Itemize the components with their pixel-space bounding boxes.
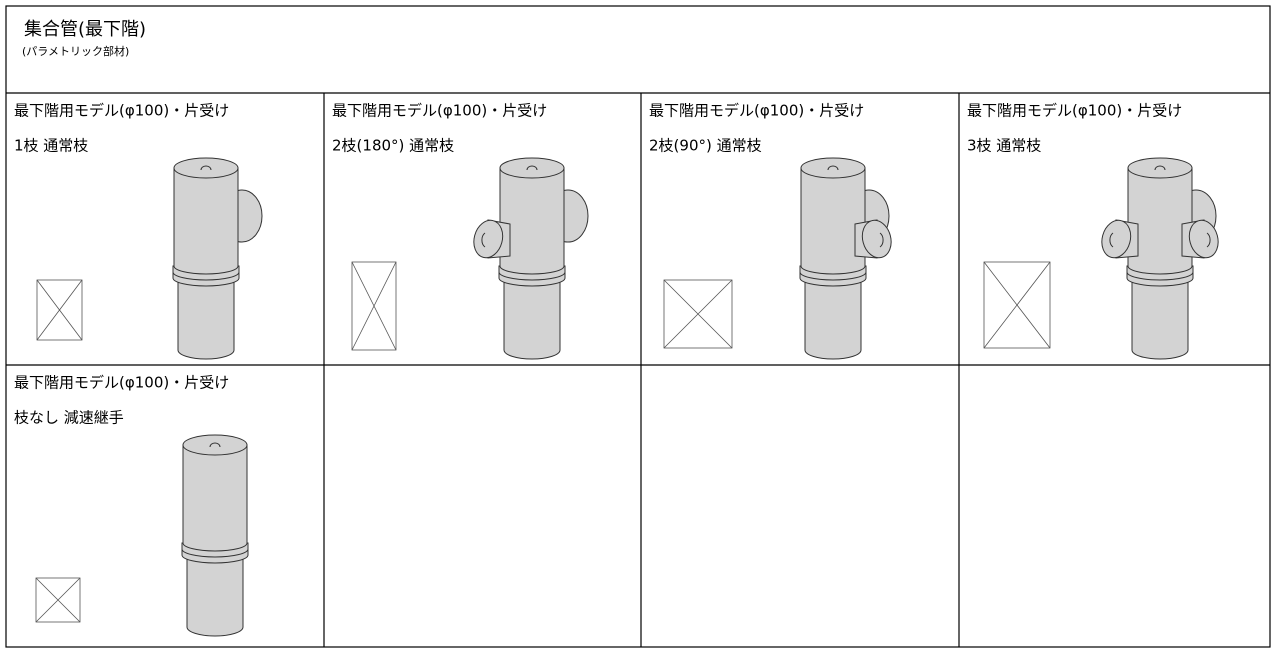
cell: 最下階用モデル(φ100)・片受け 2枝(90°) 通常枝: [649, 102, 892, 360]
branch-cap: [1188, 219, 1219, 259]
cell-label: 2枝(90°) 通常枝: [649, 137, 762, 155]
cell-title: 最下階用モデル(φ100)・片受け: [332, 102, 547, 120]
placeholder-box: [35, 577, 81, 623]
top-mark: [1154, 165, 1166, 171]
socket-band-line: [1126, 271, 1194, 281]
cell-title: 最下階用モデル(φ100)・片受け: [967, 102, 1182, 120]
branch-mark: [481, 232, 486, 248]
pipe-top: [182, 434, 248, 456]
upper-pipe: [1127, 167, 1193, 275]
upper-pipe: [499, 167, 565, 275]
socket-band-line: [498, 271, 566, 281]
top-mark: [209, 442, 221, 448]
cell-label: 2枝(180°) 通常枝: [332, 137, 454, 155]
placeholder-cross: [983, 261, 1051, 349]
pipe-top: [1127, 157, 1193, 179]
lower-pipe: [177, 279, 235, 360]
cell-label: 1枝 通常枝: [14, 137, 88, 155]
cell-title: 最下階用モデル(φ100)・片受け: [14, 374, 229, 392]
branch-mark: [1109, 232, 1114, 248]
placeholder-cross: [35, 577, 81, 623]
cell: 最下階用モデル(φ100)・片受け 3枝 通常枝: [967, 102, 1219, 360]
upper-pipe: [173, 167, 239, 275]
pipe-top: [499, 157, 565, 179]
cell: 最下階用モデル(φ100)・片受け 1枝 通常枝: [14, 102, 263, 360]
placeholder-box: [36, 279, 83, 341]
placeholder-cross: [351, 261, 397, 351]
top-mark: [200, 165, 212, 171]
pipe-top: [800, 157, 866, 179]
pipe-top: [173, 157, 239, 179]
lower-pipe: [503, 279, 561, 360]
lower-pipe: [1131, 279, 1189, 360]
cell-title: 最下階用モデル(φ100)・片受け: [14, 102, 229, 120]
socket-band-line: [172, 271, 240, 281]
branch-cap: [1101, 219, 1132, 259]
top-mark: [827, 165, 839, 171]
placeholder-box: [351, 261, 397, 351]
header-title: 集合管(最下階): [24, 19, 146, 40]
cell-title: 最下階用モデル(φ100)・片受け: [649, 102, 864, 120]
header-subtitle: (パラメトリック部材): [22, 44, 129, 58]
cell-label: 枝なし 減速継手: [14, 409, 124, 427]
branch-cap: [473, 219, 504, 259]
top-mark: [526, 165, 538, 171]
placeholder-box: [983, 261, 1051, 349]
upper-pipe: [800, 167, 866, 275]
socket-band-line: [799, 271, 867, 281]
placeholder-cross: [36, 279, 83, 341]
branch-mark: [1206, 232, 1211, 248]
lower-pipe: [804, 279, 862, 360]
placeholder-cross: [663, 279, 733, 349]
placeholder-box: [663, 279, 733, 349]
cell: 最下階用モデル(φ100)・片受け 2枝(180°) 通常枝: [332, 102, 589, 360]
lower-pipe: [186, 556, 244, 637]
upper-pipe: [182, 444, 248, 552]
cell-label: 3枝 通常枝: [967, 137, 1041, 155]
branch-mark: [879, 232, 884, 248]
branch-cap: [861, 219, 892, 259]
socket-band-line: [181, 548, 249, 558]
